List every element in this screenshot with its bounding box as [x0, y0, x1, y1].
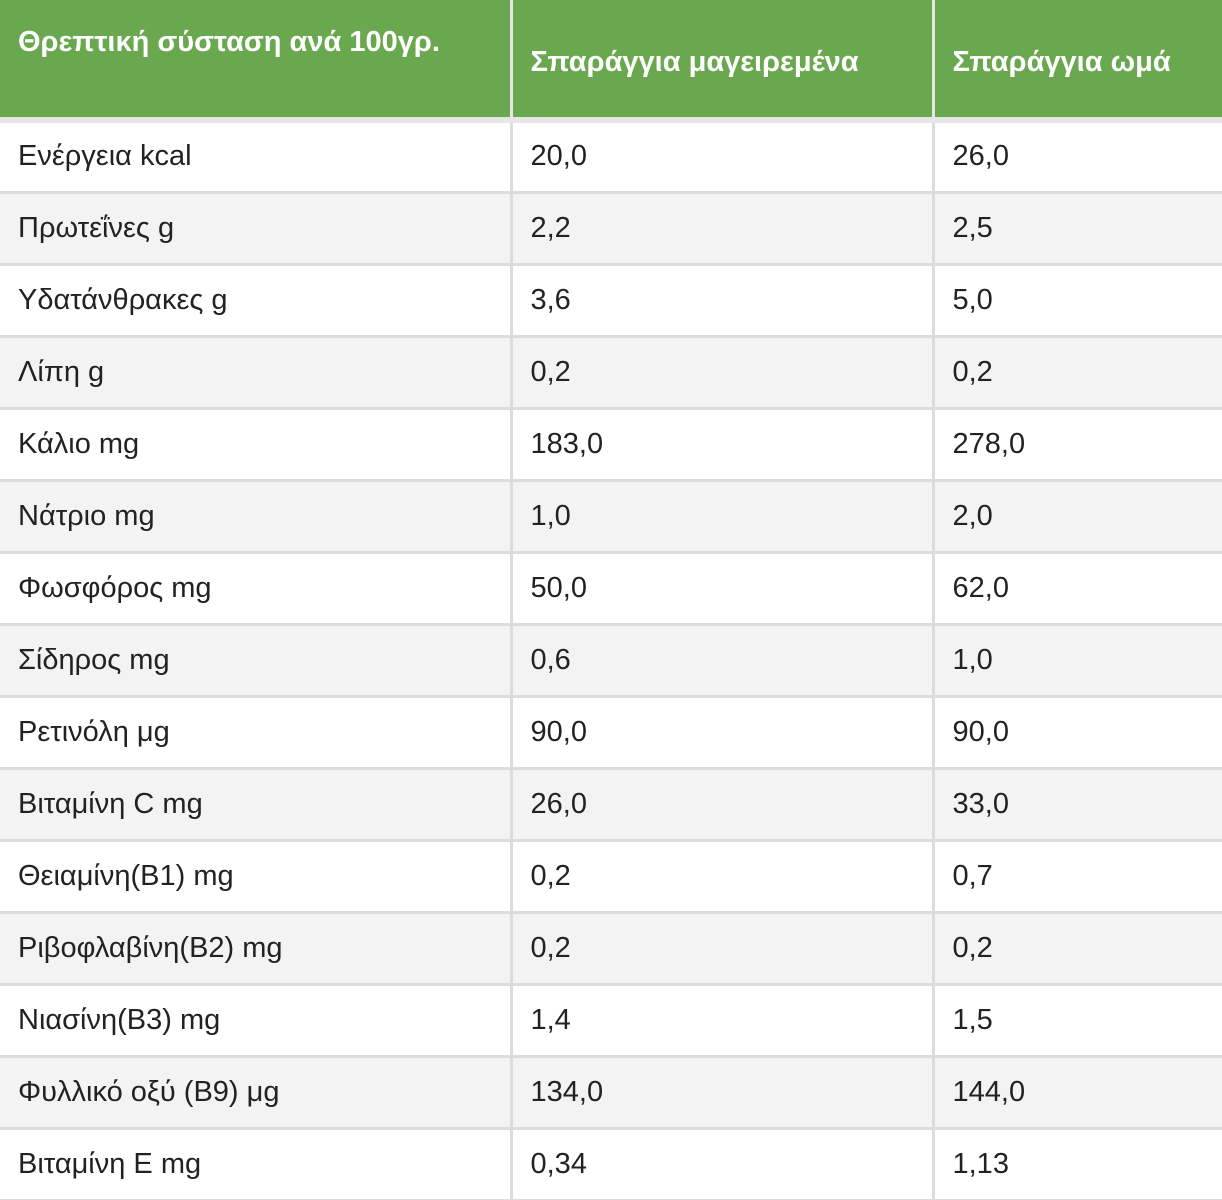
cell-cooked: 0,2 — [511, 336, 935, 410]
cell-raw: 0,2 — [933, 336, 1222, 410]
cell-cooked: 0,2 — [511, 840, 935, 914]
cell-nutrient: Ριβοφλαβίνη(B2) mg — [0, 912, 513, 986]
cell-nutrient: Φωσφόρος mg — [0, 552, 513, 626]
cell-cooked: 134,0 — [511, 1056, 935, 1130]
cell-cooked: 0,34 — [511, 1128, 935, 1200]
table-row: Πρωτεΐνες g 2,2 2,5 — [0, 192, 1222, 266]
table-row: Βιταμίνη C mg 26,0 33,0 — [0, 768, 1222, 842]
table-row: Σίδηρος mg 0,6 1,0 — [0, 624, 1222, 698]
cell-nutrient: Σίδηρος mg — [0, 624, 513, 698]
cell-nutrient: Υδατάνθρακες g — [0, 264, 513, 338]
cell-nutrient: Βιταμίνη C mg — [0, 768, 513, 842]
table-header: Θρεπτική σύσταση ανά 100γρ. Σπαράγγια μα… — [0, 0, 1222, 123]
cell-raw: 62,0 — [933, 552, 1222, 626]
table-body: Ενέργεια kcal 20,0 26,0 Πρωτεΐνες g 2,2 2,5 Υδ… — [0, 120, 1222, 1200]
header-row: Θρεπτική σύσταση ανά 100γρ. Σπαράγγια μα… — [0, 0, 1222, 123]
cell-nutrient: Θειαμίνη(B1) mg — [0, 840, 513, 914]
cell-cooked: 50,0 — [511, 552, 935, 626]
header-raw: Σπαράγγια ωμά — [933, 0, 1222, 123]
cell-cooked: 2,2 — [511, 192, 935, 266]
table-row: Ενέργεια kcal 20,0 26,0 — [0, 120, 1222, 194]
cell-raw: 2,0 — [933, 480, 1222, 554]
cell-cooked: 90,0 — [511, 696, 935, 770]
table-row: Κάλιο mg 183,0 278,0 — [0, 408, 1222, 482]
cell-cooked: 26,0 — [511, 768, 935, 842]
cell-cooked: 1,4 — [511, 984, 935, 1058]
cell-nutrient: Νάτριο mg — [0, 480, 513, 554]
table-row: Ριβοφλαβίνη(B2) mg 0,2 0,2 — [0, 912, 1222, 986]
cell-nutrient: Νιασίνη(B3) mg — [0, 984, 513, 1058]
cell-nutrient: Λίπη g — [0, 336, 513, 410]
cell-cooked: 3,6 — [511, 264, 935, 338]
cell-raw: 1,5 — [933, 984, 1222, 1058]
table-row: Θειαμίνη(B1) mg 0,2 0,7 — [0, 840, 1222, 914]
cell-raw: 26,0 — [933, 120, 1222, 194]
table-row: Ρετινόλη μg 90,0 90,0 — [0, 696, 1222, 770]
cell-nutrient: Ενέργεια kcal — [0, 120, 513, 194]
header-cooked: Σπαράγγια μαγειρεμένα — [511, 0, 935, 123]
cell-cooked: 0,2 — [511, 912, 935, 986]
cell-raw: 0,7 — [933, 840, 1222, 914]
cell-raw: 33,0 — [933, 768, 1222, 842]
table-row: Υδατάνθρακες g 3,6 5,0 — [0, 264, 1222, 338]
cell-raw: 90,0 — [933, 696, 1222, 770]
cell-raw: 278,0 — [933, 408, 1222, 482]
table-row: Νάτριο mg 1,0 2,0 — [0, 480, 1222, 554]
table-row: Βιταμίνη E mg 0,34 1,13 — [0, 1128, 1222, 1200]
header-nutrient: Θρεπτική σύσταση ανά 100γρ. — [0, 0, 513, 123]
cell-nutrient: Πρωτεΐνες g — [0, 192, 513, 266]
cell-nutrient: Βιταμίνη E mg — [0, 1128, 513, 1200]
cell-cooked: 1,0 — [511, 480, 935, 554]
cell-raw: 0,2 — [933, 912, 1222, 986]
cell-raw: 5,0 — [933, 264, 1222, 338]
cell-raw: 1,0 — [933, 624, 1222, 698]
table-row: Φωσφόρος mg 50,0 62,0 — [0, 552, 1222, 626]
cell-cooked: 183,0 — [511, 408, 935, 482]
cell-cooked: 20,0 — [511, 120, 935, 194]
table-row: Λίπη g 0,2 0,2 — [0, 336, 1222, 410]
cell-raw: 144,0 — [933, 1056, 1222, 1130]
cell-raw: 1,13 — [933, 1128, 1222, 1200]
cell-nutrient: Ρετινόλη μg — [0, 696, 513, 770]
table-row: Φυλλικό οξύ (B9) μg 134,0 144,0 — [0, 1056, 1222, 1130]
cell-nutrient: Φυλλικό οξύ (B9) μg — [0, 1056, 513, 1130]
cell-nutrient: Κάλιο mg — [0, 408, 513, 482]
table-row: Νιασίνη(B3) mg 1,4 1,5 — [0, 984, 1222, 1058]
cell-cooked: 0,6 — [511, 624, 935, 698]
cell-raw: 2,5 — [933, 192, 1222, 266]
